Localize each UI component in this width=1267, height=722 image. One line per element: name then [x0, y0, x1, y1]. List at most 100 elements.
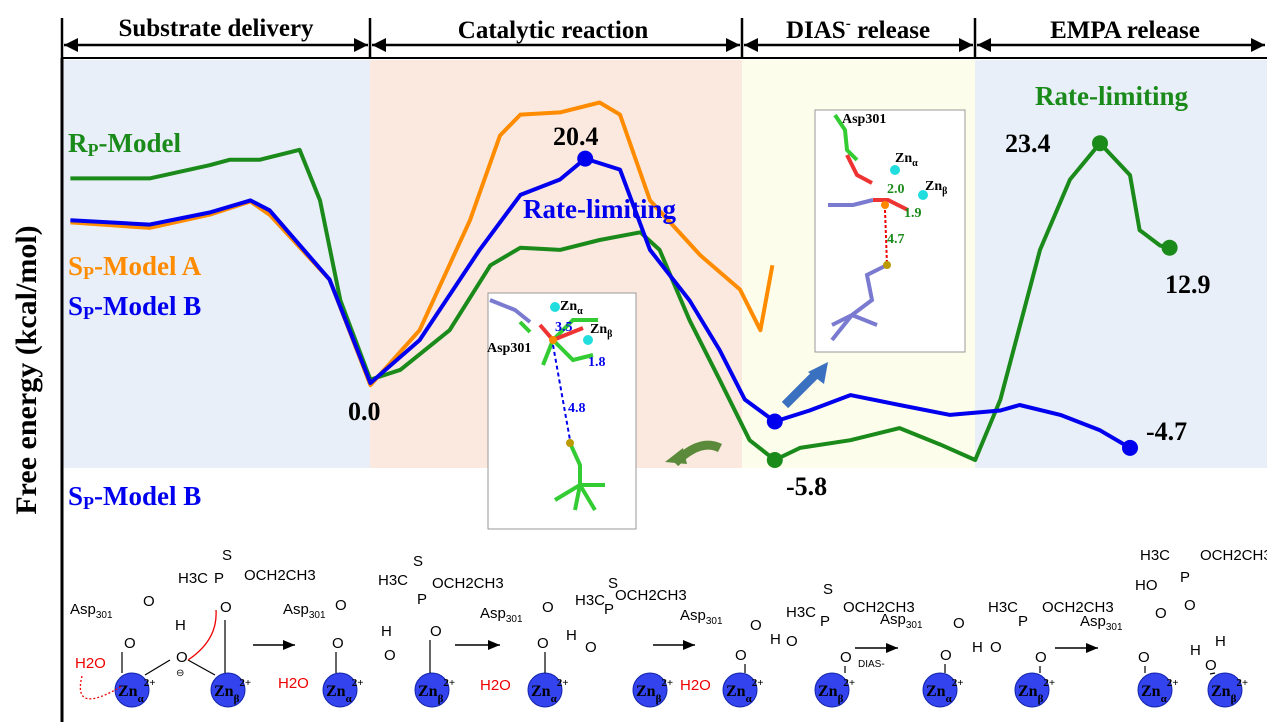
inset-b-asp301: Asp301 — [842, 112, 886, 127]
atom-h: H — [566, 627, 577, 644]
phase-substrate-delivery: Substrate delivery — [118, 15, 314, 42]
atom-o: O — [990, 639, 1002, 656]
zinc-ion-4 — [414, 672, 450, 708]
zinc-label: Znβ2+ — [636, 677, 673, 705]
marker-point — [1161, 239, 1178, 256]
h3c-group: H3C — [575, 592, 605, 609]
zinc-label: Znα2+ — [726, 677, 764, 705]
atom-p: P — [604, 601, 614, 618]
ethoxy-group: OCH2CH3 — [1042, 599, 1114, 616]
asp301-label: Asp301 — [283, 601, 326, 621]
atom-o: O — [176, 649, 188, 666]
inset-b-dist-3: 4.7 — [887, 232, 905, 247]
atom-o: O — [735, 647, 747, 664]
inset-structure-a: Znα Znβ Asp301 3.5 1.8 4.8 — [487, 292, 637, 530]
atom-s: S — [608, 575, 618, 592]
atom-o: O — [542, 599, 554, 616]
ethoxy-group: OCH2CH3 — [244, 567, 316, 584]
inset-b-zn-alpha: Znα — [895, 151, 918, 169]
atom-o: O — [124, 635, 136, 652]
green-arrowhead — [665, 448, 687, 464]
atom-h: H — [1215, 633, 1226, 650]
hydroxyl-label: HO — [1135, 577, 1158, 594]
atom-o: O — [1205, 657, 1217, 674]
atom-o: O — [220, 599, 232, 616]
value-minus-5-8: -5.8 — [786, 472, 827, 501]
inset-a-dist-3: 4.8 — [568, 401, 586, 416]
inset-b-dist-2: 1.9 — [904, 206, 922, 221]
label-sp-model-a: SP-Model A — [68, 251, 202, 283]
atom-h: H — [972, 639, 983, 656]
inset-b-zn-beta: Znβ — [925, 179, 947, 197]
phase-empa-release: EMPA release — [1050, 17, 1200, 44]
zinc-ion-1 — [114, 672, 150, 708]
atom-o: O — [143, 593, 155, 610]
atom-o: O — [1184, 597, 1196, 614]
water-approach-arrow — [79, 675, 123, 700]
h3c-group: H3C — [1140, 547, 1170, 564]
water-label: H2O — [278, 675, 309, 692]
zinc-ion-6 — [632, 672, 668, 708]
bond — [144, 659, 171, 676]
atom-o: O — [332, 635, 344, 652]
atom-p: P — [1018, 613, 1028, 630]
inset-structure-b: Asp301 Znα Znβ 2.0 1.9 4.7 — [814, 109, 966, 353]
h3c-group: H3C — [786, 604, 816, 621]
reaction-arrowhead — [683, 640, 695, 650]
dias-release-label: DIAS- — [858, 659, 885, 670]
zinc-ion-8 — [814, 672, 850, 708]
atom-s: S — [222, 547, 232, 564]
zinc-label: Znβ2+ — [818, 677, 855, 705]
rate-limiting-blue: Rate-limiting — [523, 194, 676, 224]
zinc-label: Znβ2+ — [1018, 677, 1055, 705]
marker-point — [1092, 135, 1108, 152]
phase-catalytic-reaction: Catalytic reaction — [458, 17, 649, 44]
zinc-label: Znβ2+ — [418, 677, 455, 705]
label-sp-model-b: SP-Model B — [68, 291, 201, 323]
water-label: H2O — [680, 677, 711, 694]
blue-arrowhead — [808, 362, 828, 384]
atom-p: P — [1180, 569, 1190, 586]
atom-o: O — [335, 597, 347, 614]
bond — [187, 659, 216, 676]
zinc-ion-12 — [1207, 672, 1243, 708]
asp301-label: Asp301 — [880, 611, 923, 631]
inset-a-dist-2: 1.8 — [588, 355, 606, 370]
atom-p: P — [417, 591, 427, 608]
ethoxy-group: OCH2CH3 — [1200, 547, 1267, 564]
marker-point — [577, 150, 594, 167]
reaction-arrowhead — [283, 640, 295, 650]
atom-o: O — [840, 649, 852, 666]
water-label: H2O — [75, 655, 106, 672]
label-rp-model: RP-Model — [68, 128, 181, 160]
atom-s: S — [413, 553, 423, 570]
atom-s: S — [823, 581, 833, 598]
zinc-label: Znα2+ — [1141, 677, 1179, 705]
h3c-group: H3C — [178, 570, 208, 587]
zinc-ion-11 — [1137, 672, 1173, 708]
zinc-label: Znα2+ — [326, 677, 364, 705]
inset-a-zn-beta: Znβ — [590, 322, 612, 340]
inset-a-asp301: Asp301 — [487, 341, 531, 356]
atom-o: O — [750, 617, 762, 634]
rate-limiting-green: Rate-limiting — [1035, 81, 1188, 111]
bond — [1209, 672, 1216, 675]
marker-point — [1122, 439, 1138, 456]
atom-o: O — [1155, 605, 1167, 622]
ethoxy-group: OCH2CH3 — [432, 575, 504, 592]
atom-o: O — [1035, 649, 1047, 666]
zinc-label: Znβ2+ — [214, 677, 251, 705]
zinc-label: Znβ2+ — [1211, 677, 1248, 705]
atom-o: O — [786, 633, 798, 650]
charge-minus: ⊖ — [176, 668, 184, 679]
zinc-ion-9 — [922, 672, 958, 708]
atom-o: O — [953, 615, 965, 632]
zinc-ion-2 — [210, 672, 246, 708]
h3c-group: H3C — [988, 599, 1018, 616]
zinc-label: Znα2+ — [531, 677, 569, 705]
zinc-ion-10 — [1014, 672, 1050, 708]
reaction-arrowhead — [1086, 643, 1098, 653]
electron-push-arrow — [187, 609, 217, 661]
